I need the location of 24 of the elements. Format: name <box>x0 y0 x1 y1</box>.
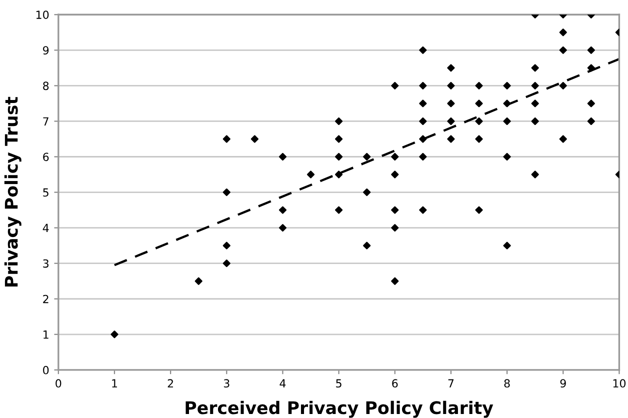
x-tick-label: 2 <box>168 379 173 388</box>
y-tick-label: 3 <box>43 259 48 268</box>
x-tick-label: 5 <box>336 379 342 388</box>
y-tick-label: 9 <box>43 46 49 55</box>
x-tick-label: 1 <box>112 379 117 388</box>
x-tick-label: 6 <box>392 379 398 388</box>
y-tick-label: 6 <box>43 152 49 162</box>
y-axis-title: Privacy Policy Trust <box>4 96 22 286</box>
y-tick-label: 10 <box>36 10 49 20</box>
y-tick-label: 5 <box>43 188 48 197</box>
y-tick-label: 4 <box>42 224 49 232</box>
x-tick-label: 10 <box>613 379 626 388</box>
y-tick-label: 2 <box>43 294 48 304</box>
x-tick-label: 9 <box>560 379 566 388</box>
x-tick-label: 8 <box>504 379 510 388</box>
y-tick-label: 1 <box>44 330 48 339</box>
y-tick-label: 7 <box>43 117 48 126</box>
x-tick-label: 0 <box>56 379 62 388</box>
x-tick-label: 3 <box>224 379 230 388</box>
x-tick-label: 7 <box>448 379 454 388</box>
y-tick-label: 8 <box>43 82 49 90</box>
x-axis-title: Perceived Privacy Policy Clarity <box>186 400 494 418</box>
x-tick-label: 4 <box>280 379 286 388</box>
y-tick-label: 0 <box>43 366 49 374</box>
